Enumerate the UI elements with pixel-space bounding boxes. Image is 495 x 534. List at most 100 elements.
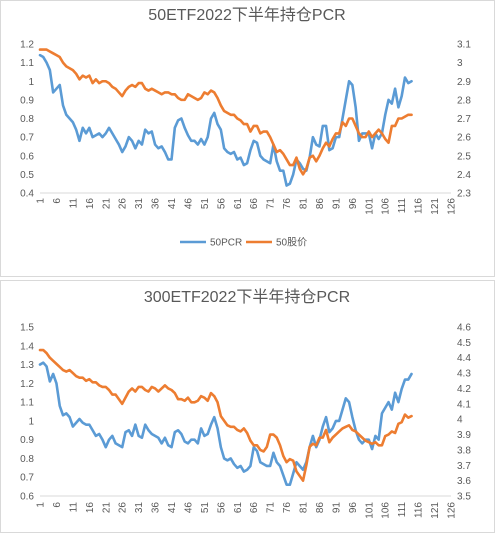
y-left-tick-label: 1.1 bbox=[20, 398, 34, 409]
chart-300etf[interactable]: 300ETF2022下半年持仓PCR 0.6 0.7 0.8 0.9 1 1.1 1.2 1.3… bbox=[0, 280, 495, 534]
x-tick-label: 96 bbox=[348, 502, 359, 514]
x-tick-label: 21 bbox=[101, 502, 112, 514]
x-tick-label: 111 bbox=[397, 502, 408, 518]
x-tick-label: 61 bbox=[233, 198, 244, 210]
series-line-pcr bbox=[38, 361, 413, 487]
y-right-tick-label: 3.7 bbox=[457, 461, 471, 472]
x-tick-label: 81 bbox=[299, 502, 310, 514]
y-left-tick-label: 0.4 bbox=[20, 189, 34, 200]
x-tick-label: 56 bbox=[216, 198, 227, 210]
y-right-tick-label: 4.2 bbox=[457, 384, 471, 395]
chart-title: 50ETF2022下半年持仓PCR bbox=[148, 6, 345, 24]
y-right-tick-label: 3.1 bbox=[457, 40, 471, 51]
chart-50etf[interactable]: 50ETF2022下半年持仓PCR 0.4 0.5 0.6 0.7 0.8 0.9 1 1.1 1… bbox=[0, 0, 495, 278]
x-tick-label: 41 bbox=[167, 502, 178, 514]
x-tick-label: 81 bbox=[299, 198, 310, 210]
y-right-tick-label: 3.5 bbox=[457, 492, 471, 503]
y-right-tick-label: 4.1 bbox=[457, 399, 471, 410]
y-left-tick-label: 0.6 bbox=[20, 151, 34, 162]
x-tick-label: 21 bbox=[101, 198, 112, 210]
chart-50etf-svg: 50ETF2022下半年持仓PCR 0.4 0.5 0.6 0.7 0.8 0.9 1 1.1 1… bbox=[0, 0, 495, 277]
x-tick-label: 126 bbox=[447, 198, 458, 215]
x-tick-label: 16 bbox=[85, 502, 96, 514]
x-tick-label: 121 bbox=[430, 198, 441, 215]
y-left-tick-label: 0.9 bbox=[20, 435, 34, 446]
y-right-tick-label: 2.4 bbox=[457, 170, 471, 181]
y-right-tick-label: 3 bbox=[457, 58, 463, 69]
x-tick-label: 36 bbox=[151, 198, 162, 210]
y-right-tick-label: 4 bbox=[457, 415, 463, 426]
x-tick-label: 11 bbox=[68, 198, 79, 209]
x-tick-label: 66 bbox=[249, 198, 260, 210]
x-tick-label: 106 bbox=[381, 502, 392, 519]
x-tick-label: 86 bbox=[315, 502, 326, 514]
y-left-tick-label: 1.4 bbox=[20, 341, 34, 352]
x-tick-label: 51 bbox=[200, 198, 211, 210]
x-tick-label: 56 bbox=[216, 502, 227, 514]
series-line-pcr bbox=[38, 53, 413, 187]
y-right-tick-label: 4.5 bbox=[457, 338, 471, 349]
y-left-tick-label: 0.6 bbox=[20, 492, 34, 503]
y-right-tick-label: 2.5 bbox=[457, 151, 471, 162]
x-tick-label: 71 bbox=[266, 502, 277, 514]
chart-border bbox=[0, 280, 495, 533]
x-tick-label: 31 bbox=[134, 502, 145, 514]
x-tick-label: 1 bbox=[36, 502, 47, 508]
x-tick-label: 106 bbox=[381, 198, 392, 215]
x-tick-label: 36 bbox=[151, 502, 162, 514]
series-line-price bbox=[38, 48, 413, 176]
y-right-tick-label: 3.8 bbox=[457, 445, 471, 456]
x-tick-label: 86 bbox=[315, 198, 326, 210]
x-tick-label: 6 bbox=[52, 502, 63, 508]
x-tick-label: 76 bbox=[282, 198, 293, 210]
y-left-tick-label: 0.9 bbox=[20, 95, 34, 106]
y-left-tick-label: 1 bbox=[28, 77, 34, 88]
y-left-tick-label: 1.2 bbox=[20, 379, 34, 390]
y-left-tick-label: 1.3 bbox=[20, 360, 34, 371]
y-right-tick-label: 4.3 bbox=[457, 369, 471, 380]
x-tick-label: 11 bbox=[68, 502, 79, 513]
y-left-tick-label: 1.5 bbox=[20, 323, 34, 334]
y-right-tick-label: 4.6 bbox=[457, 323, 471, 334]
series-line-price bbox=[38, 348, 413, 482]
x-tick-label: 31 bbox=[134, 198, 145, 210]
y-left-tick-label: 0.5 bbox=[20, 170, 34, 181]
y-right-tick-label: 4.4 bbox=[457, 353, 471, 364]
y-left-tick-label: 0.7 bbox=[20, 473, 34, 484]
y-right-tick-label: 2.8 bbox=[457, 95, 471, 106]
x-tick-label: 46 bbox=[183, 502, 194, 514]
x-tick-label: 96 bbox=[348, 198, 359, 210]
legend-label-pcr: 50PCR bbox=[210, 238, 242, 249]
chart-300etf-svg: 300ETF2022下半年持仓PCR 0.6 0.7 0.8 0.9 1 1.1 1.2 1.3… bbox=[0, 280, 495, 533]
x-tick-label: 61 bbox=[233, 502, 244, 514]
legend-label-price: 50股价 bbox=[276, 237, 307, 249]
y-left-tick-label: 0.8 bbox=[20, 454, 34, 465]
x-tick-label: 26 bbox=[118, 502, 129, 514]
x-tick-label: 51 bbox=[200, 502, 211, 514]
y-left-tick-label: 1.2 bbox=[20, 40, 34, 51]
x-tick-label: 121 bbox=[430, 502, 441, 519]
x-tick-label: 46 bbox=[183, 198, 194, 210]
x-tick-label: 6 bbox=[52, 198, 63, 204]
y-right-tick-label: 3.9 bbox=[457, 430, 471, 441]
y-right-tick-label: 2.9 bbox=[457, 77, 471, 88]
x-tick-label: 116 bbox=[414, 198, 425, 214]
x-tick-label: 91 bbox=[331, 198, 342, 210]
y-left-tick-label: 1 bbox=[28, 416, 34, 427]
y-left-tick-label: 1.1 bbox=[20, 58, 34, 69]
x-tick-label: 126 bbox=[447, 502, 458, 519]
x-tick-label: 41 bbox=[167, 198, 178, 210]
x-tick-label: 66 bbox=[249, 502, 260, 514]
y-right-tick-label: 2.3 bbox=[457, 189, 471, 200]
x-tick-label: 71 bbox=[266, 198, 277, 210]
chart-title: 300ETF2022下半年持仓PCR bbox=[144, 288, 350, 306]
y-right-tick-label: 2.6 bbox=[457, 133, 471, 144]
x-tick-label: 26 bbox=[118, 198, 129, 210]
chart-legend: 50PCR 50股价 bbox=[180, 237, 307, 249]
y-left-tick-label: 0.7 bbox=[20, 133, 34, 144]
chart-border bbox=[0, 0, 495, 277]
x-tick-label: 101 bbox=[364, 198, 375, 215]
x-tick-label: 116 bbox=[414, 502, 425, 518]
x-tick-label: 101 bbox=[364, 502, 375, 519]
